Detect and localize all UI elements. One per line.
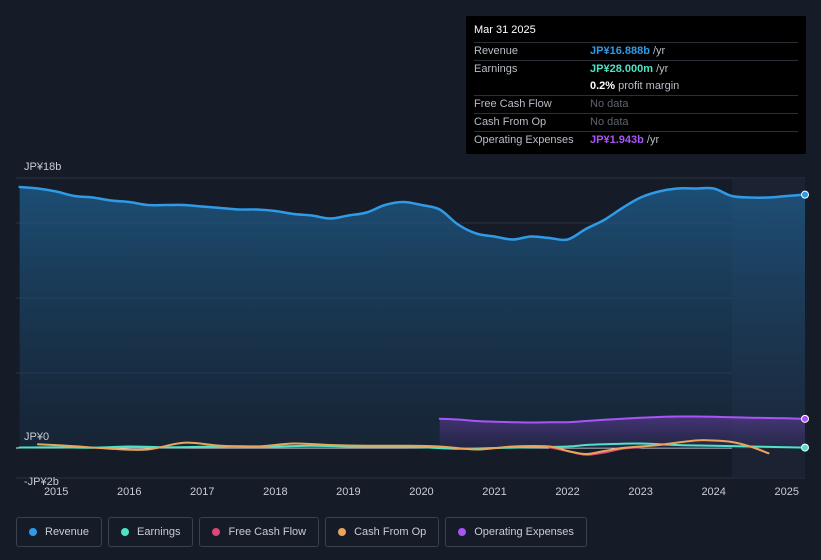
legend-dot-icon: [29, 528, 37, 536]
revenue-area: [19, 187, 806, 448]
cash-from-op-line: [36, 439, 770, 455]
legend-label: Revenue: [45, 526, 90, 538]
tooltip-label: Free Cash Flow: [474, 98, 552, 110]
revenue-line: [18, 185, 807, 242]
legend-label: Cash From Op: [354, 526, 427, 538]
legend-label: Earnings: [137, 526, 181, 538]
legend-label: Free Cash Flow: [228, 526, 307, 538]
series-end-markers: [801, 190, 809, 452]
tooltip-row-cash-from-op: Cash From Op No data: [474, 113, 798, 131]
x-tick-label: 2017: [190, 486, 214, 498]
x-tick-label: 2022: [555, 486, 579, 498]
tooltip-unit: /yr: [653, 45, 666, 57]
tooltip-unit: /yr: [646, 134, 660, 146]
legend-item-earnings[interactable]: Earnings: [108, 517, 194, 547]
legend-item-cash-from-op[interactable]: Cash From Op: [325, 517, 440, 547]
revenue-end-marker: [801, 190, 809, 199]
chart-canvas: JP¥18b JP¥0 -JP¥2b 2015 2016 2017 2018 2019 202…: [16, 161, 809, 498]
series-areas: [19, 187, 806, 448]
x-tick-label: 2023: [628, 486, 652, 498]
x-axis-labels: 2015 2016 2017 2018 2019 2020 2021 2022 2023 2024…: [44, 486, 799, 498]
operating-expenses-end-marker: [801, 414, 809, 423]
tooltip-row-revenue: Revenue JP¥16.888b /yr: [474, 42, 798, 60]
legend-item-revenue[interactable]: Revenue: [16, 517, 103, 547]
tooltip-label: Earnings: [474, 63, 518, 75]
tooltip-panel: Mar 31 2025 Revenue JP¥16.888b /yr Earni…: [466, 16, 806, 154]
legend: Revenue Earnings Free Cash Flow Cash Fro…: [16, 517, 587, 547]
tooltip-label: Revenue: [474, 45, 519, 57]
x-tick-label: 2018: [263, 486, 287, 498]
series-lines: [18, 185, 807, 456]
operating-expenses-line: [438, 415, 806, 424]
tooltip-row-operating-expenses: Operating Expenses JP¥1.943b /yr: [474, 131, 798, 149]
legend-label: Operating Expenses: [474, 526, 574, 538]
tooltip-row-margin: 0.2% profit margin: [474, 78, 798, 95]
tooltip-row-earnings: Earnings JP¥28.000m /yr: [474, 60, 798, 78]
tooltip-unit: /yr: [656, 63, 669, 75]
x-tick-label: 2015: [44, 486, 68, 498]
legend-dot-icon: [212, 528, 221, 536]
x-tick-label: 2021: [482, 486, 506, 498]
x-tick-label: 2024: [701, 486, 725, 498]
legend-item-operating-expenses[interactable]: Operating Expenses: [445, 517, 587, 547]
y-tick-label: JP¥0: [24, 431, 49, 443]
tooltip-value: JP¥1.943b: [590, 134, 644, 146]
legend-dot-icon: [338, 528, 347, 536]
x-tick-label: 2019: [336, 486, 360, 498]
y-tick-label: JP¥18b: [24, 161, 61, 173]
tooltip-value: 0.2%: [590, 80, 616, 92]
tooltip-date: Mar 31 2025: [474, 24, 536, 36]
tooltip-label: Cash From Op: [474, 116, 547, 128]
legend-dot-icon: [121, 528, 130, 536]
legend-dot-icon: [458, 528, 467, 536]
x-tick-label: 2025: [774, 486, 798, 498]
y-tick-label: -JP¥2b: [24, 476, 59, 488]
x-tick-label: 2020: [409, 486, 433, 498]
tooltip-value: JP¥16.888b: [590, 45, 650, 57]
tooltip-label: [474, 78, 590, 95]
tooltip-value: No data: [590, 98, 629, 110]
tooltip-label: Operating Expenses: [474, 134, 574, 146]
tooltip-row-free-cash-flow: Free Cash Flow No data: [474, 95, 798, 113]
tooltip-value: JP¥28.000m: [590, 63, 653, 75]
x-tick-label: 2016: [117, 486, 141, 498]
y-axis-labels: JP¥18b JP¥0 -JP¥2b: [24, 161, 61, 488]
tooltip-unit: profit margin: [618, 80, 680, 92]
legend-item-free-cash-flow[interactable]: Free Cash Flow: [199, 517, 320, 547]
earnings-end-marker: [801, 443, 809, 452]
tooltip-value: No data: [590, 116, 629, 128]
